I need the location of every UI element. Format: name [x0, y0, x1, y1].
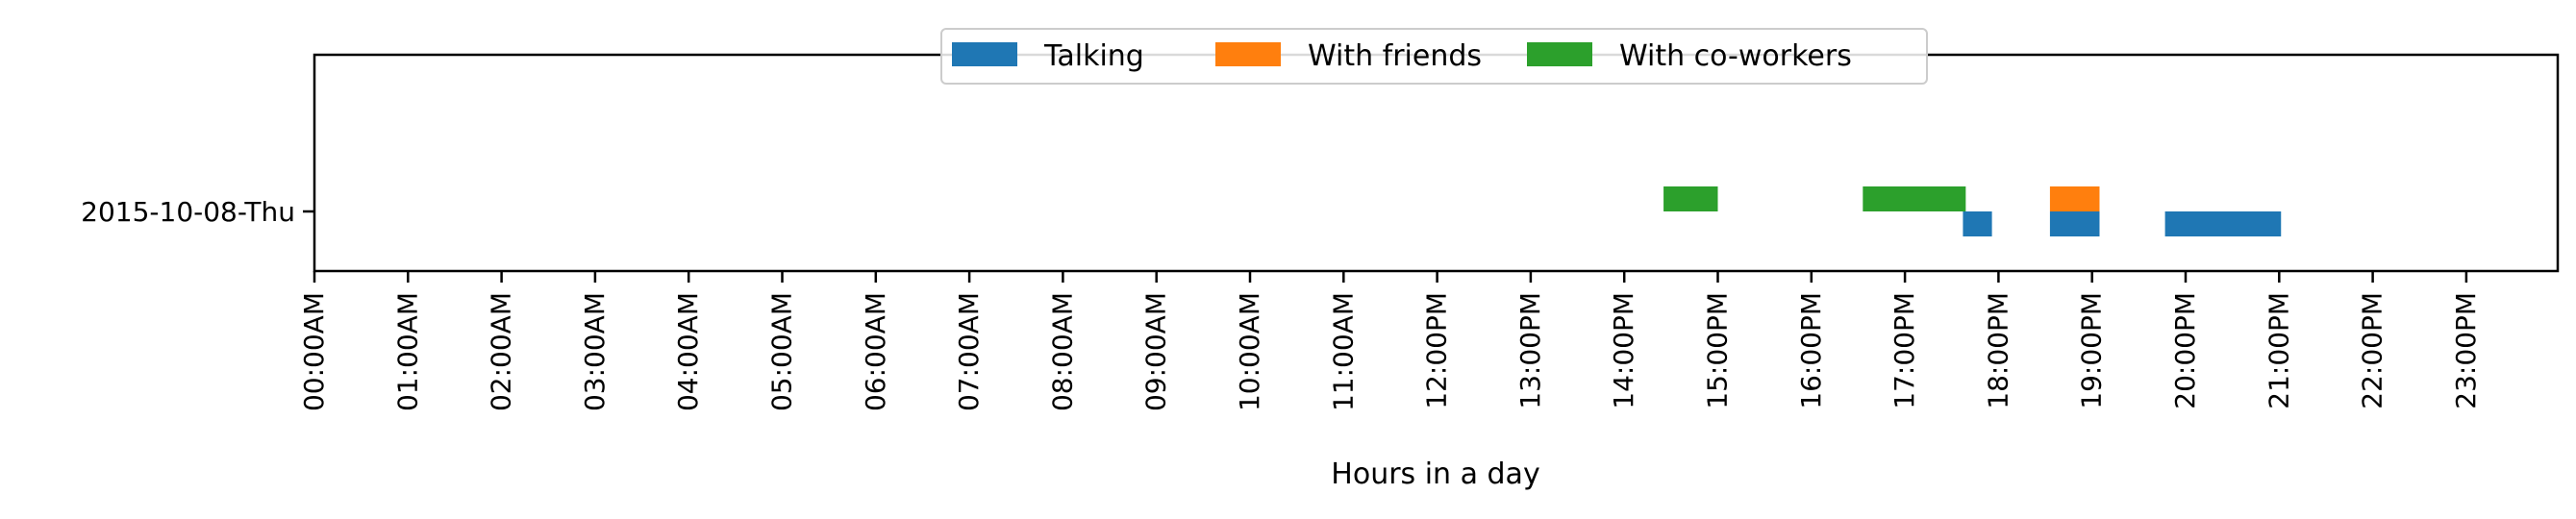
- x-axis-label: Hours in a day: [1331, 457, 1539, 491]
- x-tick-label: 15:00PM: [1702, 292, 1734, 409]
- x-tick-label: 18:00PM: [1982, 292, 2013, 409]
- y-axis: 2015-10-08-Thu: [81, 196, 314, 228]
- x-tick-label: 14:00PM: [1608, 292, 1639, 409]
- x-tick-label: 16:00PM: [1795, 292, 1827, 409]
- x-tick-label: 10:00AM: [1234, 292, 1265, 411]
- x-tick-label: 05:00AM: [766, 292, 798, 411]
- x-tick-label: 01:00AM: [391, 292, 423, 411]
- legend-swatch: [1215, 42, 1281, 66]
- x-tick-label: 02:00AM: [486, 292, 517, 411]
- x-tick-label: 06:00AM: [860, 292, 891, 411]
- x-tick-label: 04:00AM: [672, 292, 704, 411]
- bar-with-co-workers: [1863, 186, 1966, 211]
- bar-with-friends: [2049, 186, 2100, 211]
- bar-with-co-workers: [1663, 186, 1718, 211]
- x-tick-label: 13:00PM: [1514, 292, 1546, 409]
- bar-talking: [2164, 211, 2282, 236]
- legend-label: With friends: [1308, 39, 1482, 73]
- legend-swatch: [1527, 42, 1592, 66]
- x-tick-label: 21:00PM: [2263, 292, 2294, 409]
- legend-swatch: [952, 42, 1017, 66]
- legend: Talking With friends With co-workers: [940, 28, 1928, 85]
- x-axis: 00:00AM 01:00AM 02:00AM 03:00AM 04:00AM 05:00…: [298, 271, 2482, 411]
- x-tick-label: 20:00PM: [2169, 292, 2201, 409]
- y-tick-label: 2015-10-08-Thu: [81, 196, 295, 228]
- bar-talking: [2049, 211, 2100, 236]
- x-tick-label: 00:00AM: [298, 292, 330, 411]
- bars-group: [1663, 186, 2282, 236]
- x-tick-label: 19:00PM: [2076, 292, 2108, 409]
- x-tick-label: 17:00PM: [1888, 292, 1920, 409]
- bar-talking: [1963, 211, 1992, 236]
- x-tick-label: 12:00PM: [1421, 292, 1453, 409]
- x-tick-label: 11:00AM: [1327, 292, 1359, 411]
- x-tick-label: 22:00PM: [2357, 292, 2388, 409]
- legend-frame: [940, 28, 1928, 85]
- x-tick-label: 07:00AM: [953, 292, 985, 411]
- plot-area: [314, 55, 2558, 271]
- legend-label: With co-workers: [1619, 39, 1852, 73]
- x-tick-label: 23:00PM: [2450, 292, 2482, 409]
- x-tick-label: 09:00AM: [1140, 292, 1172, 411]
- x-tick-label: 08:00AM: [1046, 292, 1078, 411]
- x-tick-label: 03:00AM: [579, 292, 611, 411]
- legend-label: Talking: [1043, 39, 1144, 73]
